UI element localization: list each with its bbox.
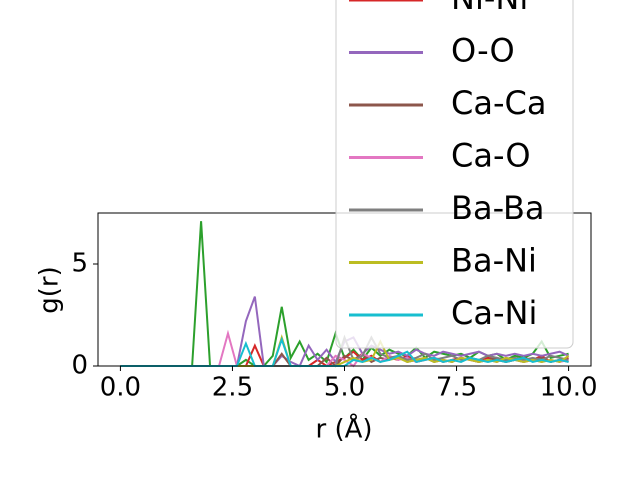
x-tick-label: 2.5 — [212, 373, 253, 403]
x-tick-label: 10.0 — [540, 373, 598, 403]
legend-label: Ca-O — [451, 137, 531, 175]
x-tick-label: 7.5 — [436, 373, 477, 403]
legend-box — [335, 0, 574, 349]
legend-label: O-O — [451, 32, 515, 70]
legend-label: Ca-Ca — [451, 84, 546, 122]
y-axis-label: g(r) — [35, 266, 65, 313]
legend: Ni-Ni O-O Ca-Ca Ca-O Ba-Ba Ba-Ni Ca-Ni — [335, 0, 574, 349]
x-tick-label: 0.0 — [100, 373, 141, 403]
x-tick-label: 5.0 — [324, 373, 365, 403]
legend-label: Ca-Ni — [451, 294, 537, 332]
y-tick-label: 5 — [71, 249, 88, 279]
legend-label: Ni-Ni — [451, 0, 528, 17]
y-tick-label: 0 — [71, 351, 88, 381]
x-axis-label: r (Å) — [315, 413, 372, 445]
legend-label: Ba-Ni — [451, 242, 537, 280]
legend-label: Ba-Ba — [451, 189, 545, 227]
